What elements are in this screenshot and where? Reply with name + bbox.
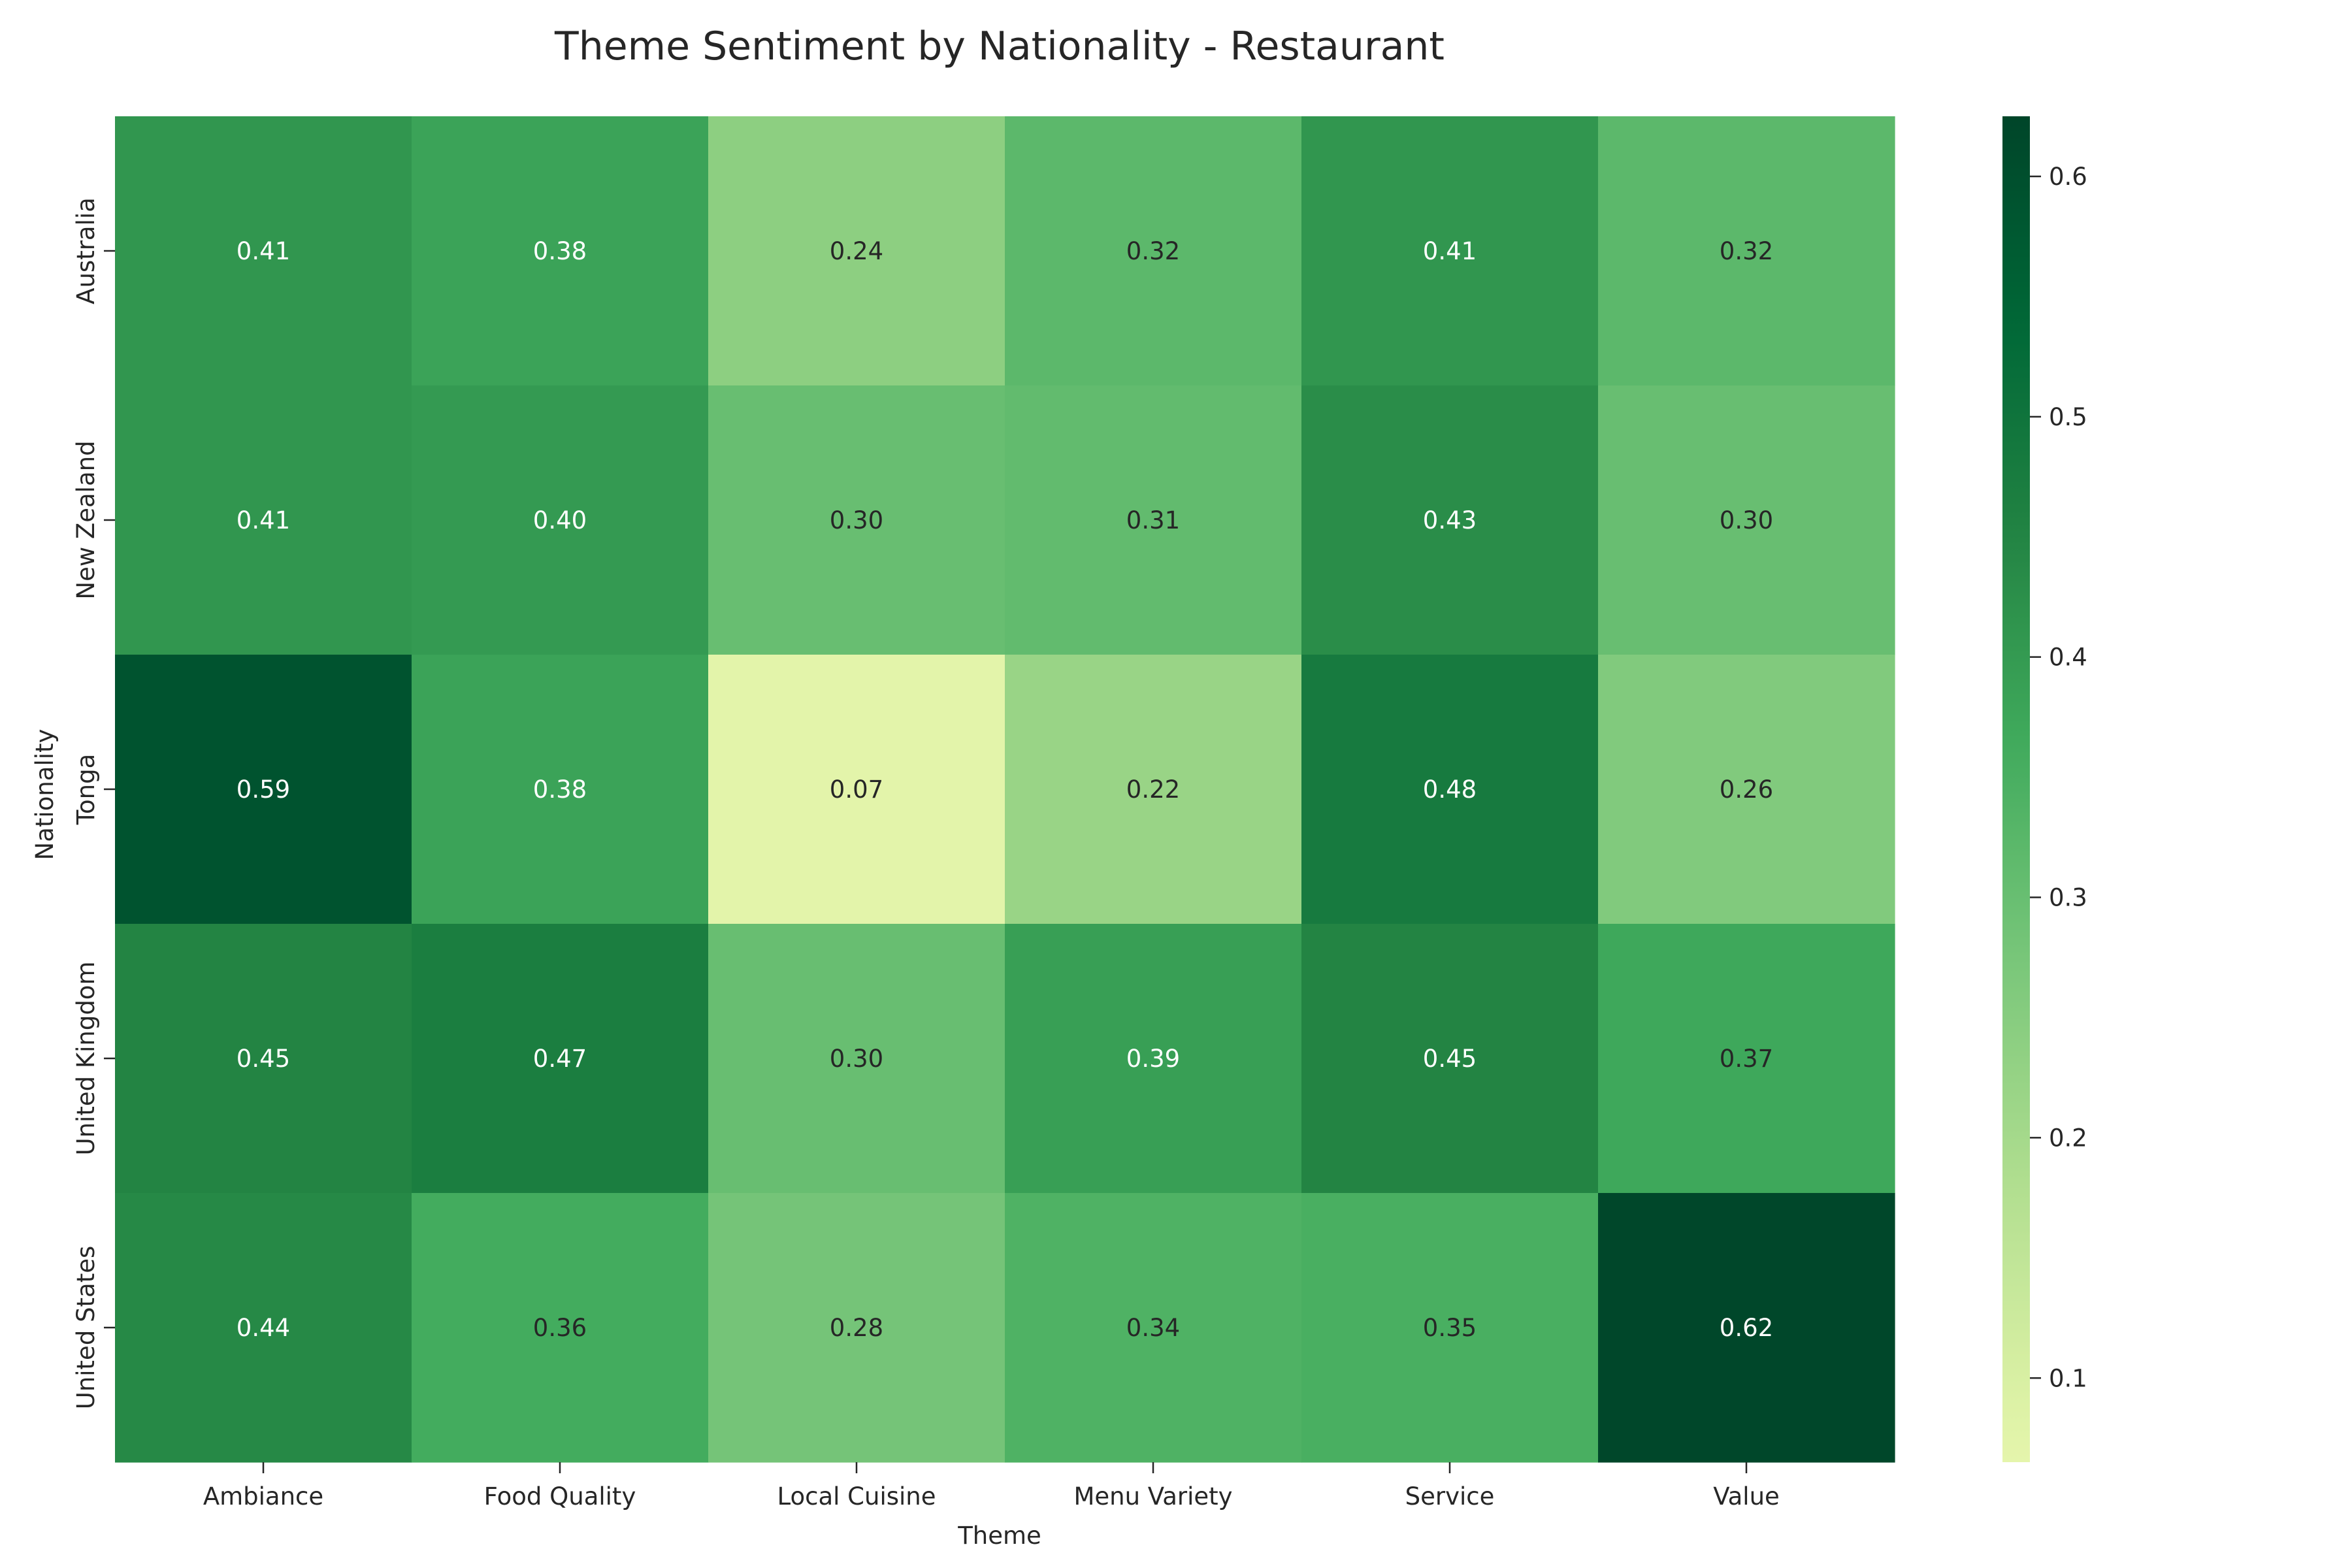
y-tick-label: Tonga <box>72 754 100 826</box>
heatmap-cell <box>1598 924 1895 1194</box>
cell-value-label: 0.35 <box>1423 1314 1477 1342</box>
cell-value-label: 0.38 <box>533 237 587 265</box>
heatmap-cell <box>1598 116 1895 386</box>
heatmap-cell <box>1301 924 1599 1194</box>
heatmap-cell <box>412 924 709 1194</box>
heatmap-cell <box>115 924 412 1194</box>
x-tick-label: Local Cuisine <box>777 1482 936 1511</box>
heatmap-cell <box>1301 1193 1599 1463</box>
colorbar-gradient <box>2002 116 2030 1462</box>
cell-value-label: 0.30 <box>830 506 883 534</box>
x-tick-label: Value <box>1713 1482 1780 1511</box>
cell-value-label: 0.30 <box>830 1045 883 1073</box>
cell-value-label: 0.22 <box>1126 776 1180 804</box>
cell-value-label: 0.39 <box>1126 1045 1180 1073</box>
cell-value-label: 0.41 <box>1423 237 1477 265</box>
cell-value-label: 0.28 <box>830 1314 883 1342</box>
y-axis: Australia New Zealand Tonga United Kingdom U… <box>72 197 115 1409</box>
heatmap-cell <box>412 655 709 924</box>
colorbar-tick-label: 0.6 <box>2049 163 2087 191</box>
cell-value-label: 0.47 <box>533 1045 587 1073</box>
cell-value-label: 0.32 <box>1126 237 1180 265</box>
heatmap-cell <box>1301 116 1599 386</box>
x-tick-label: Food Quality <box>484 1482 636 1511</box>
cell-value-label: 0.31 <box>1126 506 1180 534</box>
cell-value-label: 0.48 <box>1423 776 1477 804</box>
cell-value-label: 0.34 <box>1126 1314 1180 1342</box>
cell-value-label: 0.30 <box>1720 506 1773 534</box>
heatmap-cell <box>1005 924 1302 1194</box>
heatmap-cell <box>412 1193 709 1463</box>
x-tick-label: Ambiance <box>203 1482 323 1511</box>
cell-value-label: 0.32 <box>1720 237 1773 265</box>
x-tick-label: Service <box>1405 1482 1495 1511</box>
cell-value-label: 0.41 <box>237 237 290 265</box>
colorbar-tick-label: 0.2 <box>2049 1124 2087 1152</box>
x-axis: Ambiance Food Quality Local Cuisine Menu Va… <box>203 1462 1780 1511</box>
y-tick-label: United Kingdom <box>72 962 100 1156</box>
heatmap-cell <box>708 1193 1005 1463</box>
heatmap-grid: 0.41 0.38 0.24 0.32 0.41 0.32 0.41 0.40 0.30 0.31… <box>115 116 1895 1463</box>
heatmap-cell <box>1598 1193 1895 1463</box>
x-tick-label: Menu Variety <box>1073 1482 1232 1511</box>
heatmap-cell <box>115 655 412 924</box>
heatmap-cell <box>1301 385 1599 655</box>
colorbar: 0.1 0.2 0.3 0.4 0.5 0.6 <box>2002 116 2087 1462</box>
colorbar-tick-label: 0.3 <box>2049 884 2087 912</box>
heatmap-cell <box>708 655 1005 924</box>
cell-value-label: 0.38 <box>533 776 587 804</box>
cell-value-label: 0.37 <box>1720 1045 1773 1073</box>
heatmap-cell <box>1005 655 1302 924</box>
heatmap-cell <box>1005 1193 1302 1463</box>
cell-value-label: 0.44 <box>237 1314 290 1342</box>
cell-value-label: 0.26 <box>1720 776 1773 804</box>
y-tick-label: New Zealand <box>72 440 100 599</box>
cell-value-label: 0.41 <box>237 506 290 534</box>
heatmap-cell <box>115 385 412 655</box>
colorbar-tick-label: 0.1 <box>2049 1364 2087 1392</box>
cell-value-label: 0.59 <box>237 776 290 804</box>
x-axis-label: Theme <box>957 1522 1041 1550</box>
cell-value-label: 0.45 <box>237 1045 290 1073</box>
cell-value-label: 0.24 <box>830 237 883 265</box>
cell-value-label: 0.36 <box>533 1314 587 1342</box>
heatmap-cell <box>1598 655 1895 924</box>
cell-value-label: 0.40 <box>533 506 587 534</box>
heatmap-cell <box>1005 385 1302 655</box>
heatmap-cell <box>1598 385 1895 655</box>
cell-value-label: 0.07 <box>830 776 883 804</box>
y-tick-label: Australia <box>72 197 100 304</box>
chart-title: Theme Sentiment by Nationality - Restaur… <box>554 24 1445 69</box>
heatmap-cell <box>412 385 709 655</box>
colorbar-tick-label: 0.4 <box>2049 644 2087 672</box>
y-tick-label: United States <box>72 1246 100 1410</box>
heatmap-cell <box>708 924 1005 1194</box>
heatmap-cell <box>708 116 1005 386</box>
cell-value-label: 0.43 <box>1423 506 1477 534</box>
heatmap-cell <box>115 1193 412 1463</box>
heatmap-cell <box>708 385 1005 655</box>
y-axis-label: Nationality <box>31 729 59 860</box>
colorbar-tick-label: 0.5 <box>2049 403 2087 431</box>
heatmap-cell <box>412 116 709 386</box>
heatmap-cell <box>115 116 412 386</box>
cell-value-label: 0.62 <box>1720 1314 1773 1342</box>
cell-value-label: 0.45 <box>1423 1045 1477 1073</box>
heatmap-cell <box>1005 116 1302 386</box>
heatmap-cell <box>1301 655 1599 924</box>
